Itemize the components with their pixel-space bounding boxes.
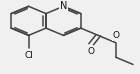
Text: N: N: [60, 1, 67, 11]
Text: O: O: [88, 47, 95, 56]
Text: Cl: Cl: [24, 51, 33, 60]
Text: O: O: [113, 31, 120, 40]
